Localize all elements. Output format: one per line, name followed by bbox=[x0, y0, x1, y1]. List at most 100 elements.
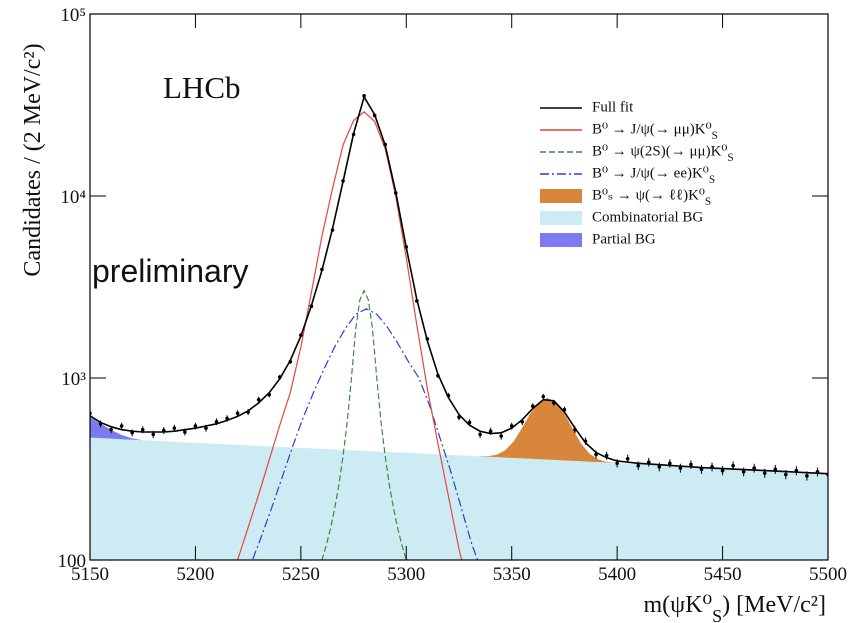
data-point bbox=[552, 401, 556, 405]
data-point bbox=[509, 424, 514, 428]
x-tick-label: 5400 bbox=[598, 564, 636, 585]
area bbox=[90, 417, 143, 441]
data-point bbox=[119, 424, 124, 428]
data-point bbox=[299, 333, 303, 337]
data-point bbox=[562, 407, 567, 412]
data-point bbox=[246, 410, 250, 414]
legend-swatch bbox=[540, 189, 582, 203]
data-point bbox=[436, 373, 440, 378]
x-tick-label: 5150 bbox=[71, 564, 109, 585]
data-point bbox=[752, 466, 756, 470]
data-point bbox=[140, 427, 145, 432]
status-label: preliminary bbox=[92, 253, 248, 289]
data-point bbox=[225, 416, 229, 421]
data-point bbox=[446, 393, 451, 398]
plot-frame bbox=[89, 13, 829, 561]
data-point bbox=[425, 337, 430, 341]
data-point bbox=[573, 427, 577, 432]
data-point bbox=[204, 426, 208, 430]
data-point bbox=[467, 420, 472, 425]
data-point bbox=[351, 132, 356, 137]
data-point bbox=[531, 404, 535, 408]
data-point bbox=[393, 191, 398, 195]
data-point bbox=[183, 430, 187, 434]
data-point bbox=[457, 415, 461, 419]
data-point bbox=[372, 113, 377, 118]
legend-label: B⁰ → J/ψ(→ μμ)K⁰S bbox=[592, 121, 718, 141]
data-point bbox=[162, 428, 166, 433]
data-point bbox=[805, 474, 809, 478]
data-point bbox=[130, 430, 134, 435]
data-point bbox=[235, 411, 240, 416]
data-point bbox=[404, 245, 409, 249]
data-point bbox=[341, 179, 345, 183]
data-point bbox=[646, 460, 651, 464]
legend-swatch bbox=[540, 233, 582, 247]
fit-line bbox=[251, 308, 479, 560]
data-point bbox=[478, 432, 482, 437]
data-point bbox=[488, 429, 493, 434]
data-point bbox=[710, 465, 714, 469]
y-tick-label: 100 bbox=[58, 551, 87, 572]
y-axis-label: Candidates / (2 MeV/c²) bbox=[20, 43, 46, 276]
x-tick-label: 5250 bbox=[282, 564, 320, 585]
data-point bbox=[520, 419, 525, 424]
x-tick-label: 5500 bbox=[809, 564, 847, 585]
data-point bbox=[636, 463, 641, 468]
data-point bbox=[256, 397, 261, 402]
plot-area bbox=[90, 94, 828, 560]
x-tick-label: 5200 bbox=[176, 564, 214, 585]
data-point bbox=[815, 470, 820, 474]
legend-label: Partial BG bbox=[592, 231, 656, 247]
data-point bbox=[699, 467, 704, 472]
fit-line bbox=[236, 111, 463, 560]
data-point bbox=[678, 466, 683, 470]
data-point bbox=[320, 267, 324, 272]
data-point bbox=[362, 94, 366, 98]
legend-label: B⁰ → J/ψ(→ ee)K⁰S bbox=[592, 165, 715, 185]
data-point bbox=[615, 461, 619, 466]
data-point bbox=[541, 394, 546, 399]
data-point bbox=[109, 427, 113, 432]
data-point bbox=[594, 452, 598, 457]
x-axis-label: m(ψK⁰S) [MeV/c²] bbox=[644, 592, 826, 623]
data-point bbox=[657, 465, 662, 469]
y-tick-label: 10⁵ bbox=[60, 5, 86, 26]
legend-label: B⁰ → ψ(2S)(→ μμ)K⁰S bbox=[592, 143, 734, 163]
data-point bbox=[731, 463, 735, 468]
data-point bbox=[668, 461, 672, 466]
data-point bbox=[193, 424, 198, 428]
data-point bbox=[330, 228, 335, 232]
x-tick-label: 5300 bbox=[387, 564, 425, 585]
data-point bbox=[383, 142, 388, 147]
legend-swatch bbox=[540, 211, 582, 225]
data-point bbox=[309, 304, 314, 309]
legend-label: Full fit bbox=[592, 99, 634, 115]
data-point bbox=[277, 375, 282, 380]
data-point bbox=[762, 471, 767, 475]
data-point bbox=[151, 432, 156, 437]
data-point bbox=[98, 422, 103, 426]
legend-label: B⁰ₛ → ψ(→ ℓℓ)K⁰S bbox=[592, 187, 711, 207]
legend-label: Combinatorial BG bbox=[592, 209, 703, 225]
x-tick-label: 5350 bbox=[493, 564, 531, 585]
data-point bbox=[773, 467, 778, 472]
data-point bbox=[499, 434, 503, 438]
data-point bbox=[720, 468, 725, 473]
fit-line bbox=[321, 289, 407, 560]
data-point bbox=[583, 439, 588, 443]
data-point bbox=[604, 453, 609, 458]
y-tick-label: 10³ bbox=[61, 369, 86, 390]
data-point bbox=[689, 462, 693, 467]
data-point bbox=[214, 419, 219, 424]
data-point bbox=[794, 468, 799, 473]
data-point bbox=[784, 472, 788, 477]
x-tick-label: 5450 bbox=[704, 564, 742, 585]
data-point bbox=[415, 299, 419, 303]
experiment-label: LHCb bbox=[163, 70, 241, 105]
data-point bbox=[172, 426, 177, 430]
data-point bbox=[288, 359, 293, 364]
